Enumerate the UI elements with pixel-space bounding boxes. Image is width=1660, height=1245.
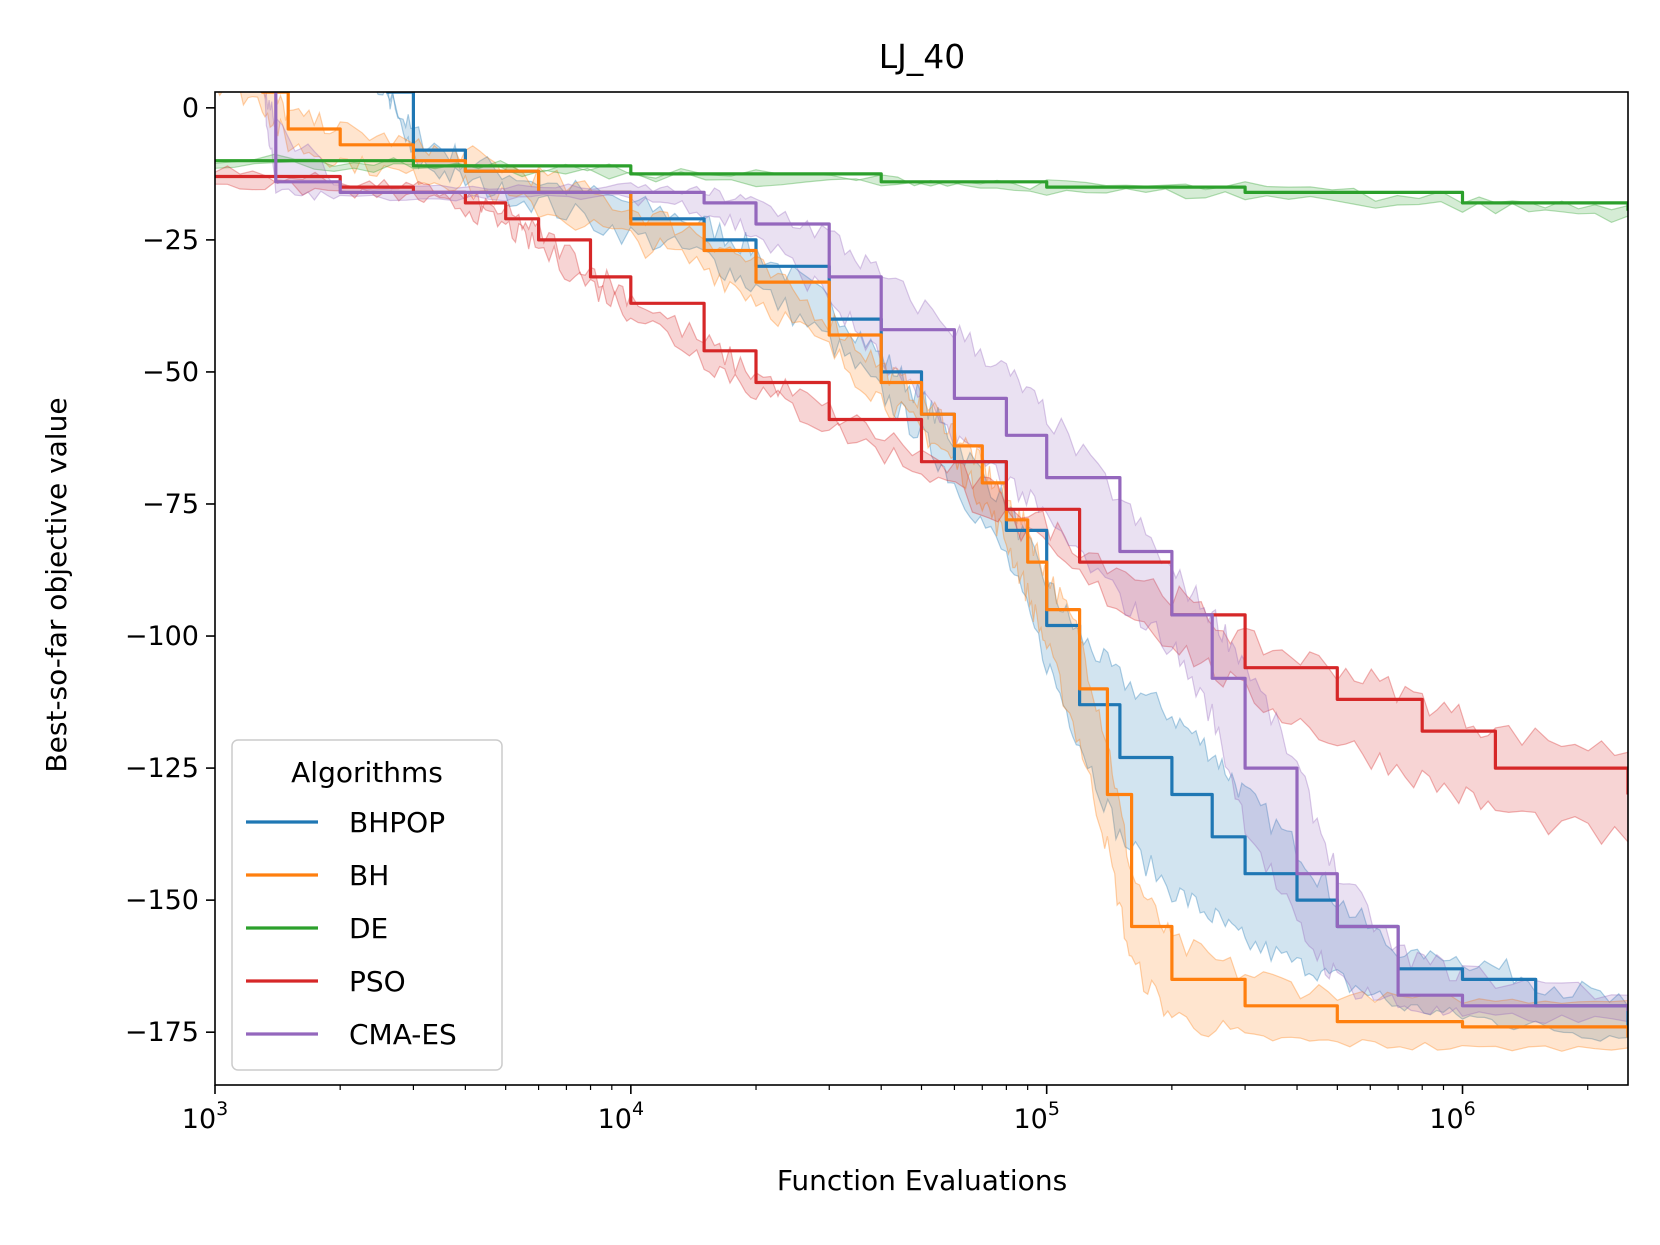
series-line-bh xyxy=(260,92,1628,1038)
x-tick-exponent: 4 xyxy=(632,1098,644,1120)
series-line-pso xyxy=(215,174,1628,795)
series-line-de xyxy=(215,159,1628,211)
x-tick-label: 104 xyxy=(598,1098,644,1135)
band-lower-pso xyxy=(215,179,1628,846)
legend-label-cma-es: CMA-ES xyxy=(349,1018,457,1051)
legend-title: Algorithms xyxy=(291,756,443,789)
y-tick-label: 0 xyxy=(182,93,199,124)
x-tick-base: 10 xyxy=(598,1104,632,1135)
series-line-cma-es xyxy=(274,92,1628,1012)
band-lower-cma-es xyxy=(263,92,1628,1025)
x-axis-ticks: 103 104 105 106 xyxy=(182,1085,1589,1135)
x-tick-label: 106 xyxy=(1429,1098,1475,1135)
y-tick-label: −50 xyxy=(142,357,199,388)
chart-title: LJ_40 xyxy=(879,37,966,76)
series-lines xyxy=(215,92,1628,1038)
y-tick-label: −75 xyxy=(142,489,199,520)
band-upper-cma-es xyxy=(261,92,1628,1000)
legend-label-pso: PSO xyxy=(349,965,406,998)
y-tick-label: −150 xyxy=(125,885,199,916)
x-tick-exponent: 5 xyxy=(1048,1098,1060,1120)
legend-label-de: DE xyxy=(349,912,388,945)
legend-label-bhpop: BHPOP xyxy=(349,806,445,839)
y-axis-ticks: 0 −25 −50 −75 −100 −125 −150 −175 xyxy=(125,93,215,1048)
y-axis-label: Best-so-far objective value xyxy=(40,397,73,772)
y-tick-label: −125 xyxy=(125,753,199,784)
x-tick-label: 105 xyxy=(1013,1098,1059,1135)
x-tick-label: 103 xyxy=(182,1098,228,1135)
x-tick-base: 10 xyxy=(1429,1104,1463,1135)
x-tick-base: 10 xyxy=(182,1104,216,1135)
band-de xyxy=(215,154,1628,223)
band-upper-pso xyxy=(215,165,1628,757)
y-tick-label: −25 xyxy=(142,225,199,256)
band-lower-bhpop xyxy=(376,92,1628,1042)
x-tick-exponent: 3 xyxy=(216,1098,228,1120)
legend: Algorithms BHPOP BH DE PSO CMA-ES xyxy=(231,739,503,1071)
legend-label-bh: BH xyxy=(349,859,389,892)
x-tick-base: 10 xyxy=(1013,1104,1047,1135)
band-lower-bh xyxy=(217,92,1628,1052)
x-tick-exponent: 6 xyxy=(1464,1098,1476,1120)
band-cma-es xyxy=(262,92,1628,1024)
legend-items: BHPOP BH DE PSO CMA-ES xyxy=(246,806,457,1051)
x-axis-label: Function Evaluations xyxy=(777,1164,1067,1197)
y-tick-label: −175 xyxy=(125,1017,199,1048)
y-tick-label: −100 xyxy=(125,621,199,652)
band-upper-bh xyxy=(262,92,1628,1005)
band-pso xyxy=(215,166,1628,845)
